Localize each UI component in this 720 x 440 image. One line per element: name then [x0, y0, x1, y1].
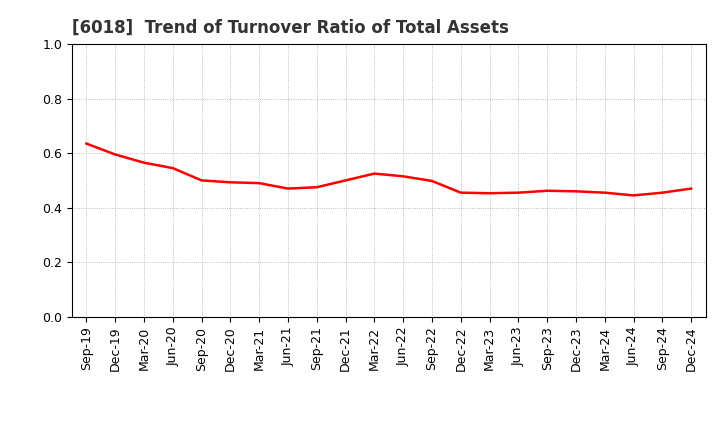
Text: [6018]  Trend of Turnover Ratio of Total Assets: [6018] Trend of Turnover Ratio of Total … — [72, 19, 509, 37]
